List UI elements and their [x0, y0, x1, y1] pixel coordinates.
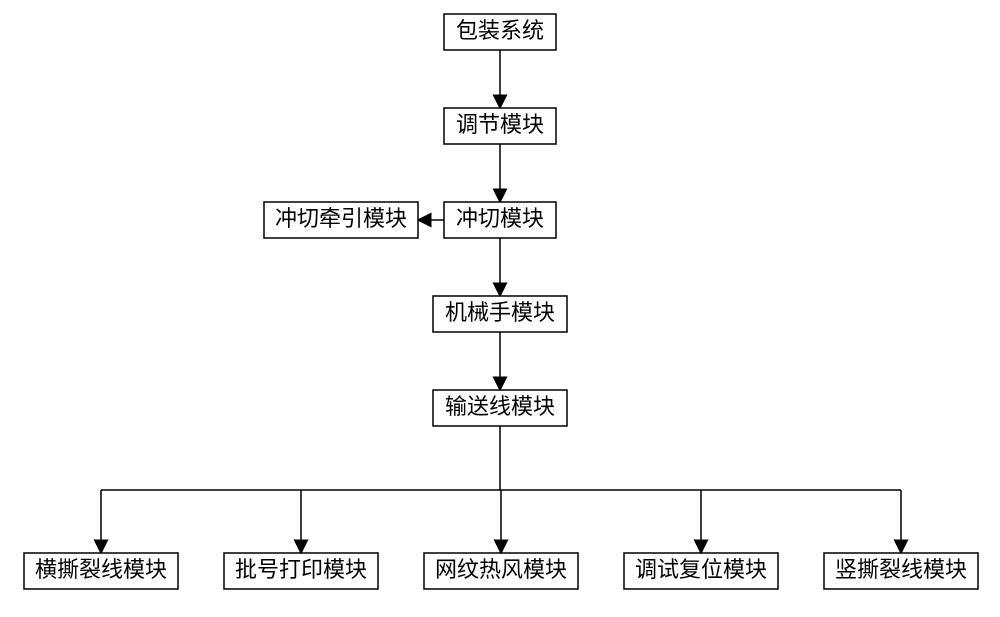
node-mesh: 网纹热风模块: [424, 553, 578, 589]
node-label-mesh: 网纹热风模块: [435, 557, 567, 582]
flowchart-canvas: 包装系统调节模块冲切模块 冲切牵引模块机械手模块输送线模块横撕裂线模块 批号打印模块…: [0, 0, 1000, 617]
node-label-htear: 横撕裂线模块: [35, 557, 167, 582]
node-diecut: 冲切模块: [444, 202, 556, 238]
node-label-reset: 调试复位模块: [635, 557, 767, 582]
node-label-batch: 批号打印模块: [235, 557, 367, 582]
node-label-packaging: 包装系统: [456, 18, 544, 43]
node-adjust: 调节模块: [444, 108, 556, 144]
node-reset: 调试复位模块: [624, 553, 778, 589]
node-label-robot: 机械手模块: [445, 300, 555, 325]
node-label-diecut_pull: 冲切牵引模块: [275, 206, 407, 231]
node-htear: 横撕裂线模块: [24, 553, 178, 589]
node-conveyor: 输送线模块: [433, 390, 567, 426]
node-label-conveyor: 输送线模块: [445, 394, 555, 419]
node-label-vtear: 竖撕裂线模块: [835, 557, 967, 582]
node-label-adjust: 调节模块: [456, 112, 544, 137]
node-label-diecut: 冲切模块: [456, 206, 544, 231]
node-packaging: 包装系统: [444, 14, 556, 50]
node-batch: 批号打印模块: [224, 553, 378, 589]
node-vtear: 竖撕裂线模块: [824, 553, 978, 589]
node-diecut_pull: 冲切牵引模块: [264, 202, 418, 238]
node-robot: 机械手模块: [433, 296, 567, 332]
